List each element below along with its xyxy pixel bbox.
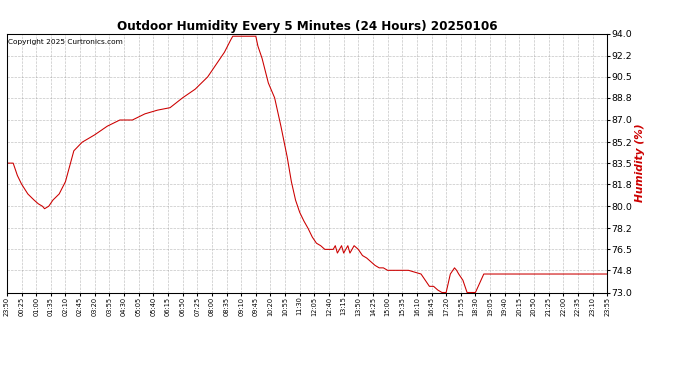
Y-axis label: Humidity (%): Humidity (%) xyxy=(635,124,645,202)
Title: Outdoor Humidity Every 5 Minutes (24 Hours) 20250106: Outdoor Humidity Every 5 Minutes (24 Hou… xyxy=(117,20,497,33)
Text: Copyright 2025 Curtronics.com: Copyright 2025 Curtronics.com xyxy=(8,39,123,45)
